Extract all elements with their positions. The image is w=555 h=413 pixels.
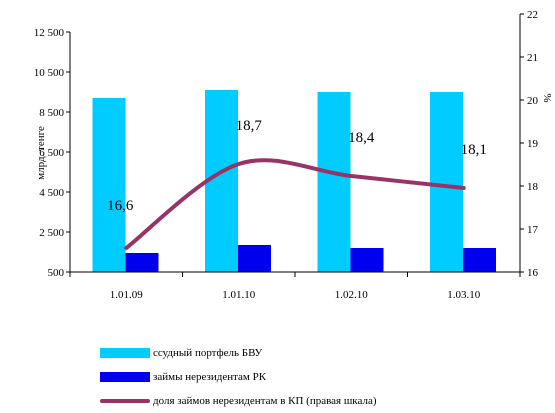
- y-tick-label: 500: [48, 267, 65, 279]
- legend-label-loan-portfolio: ссудный портфель БВУ: [153, 347, 263, 359]
- data-label-4: 18,1: [461, 142, 487, 158]
- y-tick-label: 4 500: [39, 187, 64, 199]
- bar-loan-portfolio-4: [430, 92, 463, 272]
- data-label-1: 16,6: [107, 198, 134, 214]
- y-right-tick-label: 20: [527, 95, 539, 107]
- y-right-tick-label: 17: [527, 224, 539, 236]
- y-tick-label: 8 500: [39, 107, 64, 119]
- data-label-2: 18,7: [236, 118, 263, 134]
- y-right-tick-label: 19: [527, 138, 539, 150]
- y-tick-label: 6 500: [39, 147, 64, 159]
- bar-nonresident-loans-2: [238, 245, 271, 272]
- x-tick-label: 1.01.10: [222, 289, 256, 301]
- bars-layer: [92, 90, 496, 272]
- series-line-share: [124, 158, 466, 250]
- x-tick-label: 1.01.09: [110, 289, 144, 301]
- y-axis-label: млрд. тенге: [35, 126, 47, 180]
- x-tick-label: 1.03.10: [447, 289, 481, 301]
- bar-nonresident-loans-1: [125, 253, 159, 272]
- legend-label-share-line: доля займов нерезидентам в КП (правая шк…: [153, 395, 377, 407]
- y-axis-right-label: %: [541, 93, 553, 102]
- y-right-tick-label: 18: [527, 181, 539, 193]
- y-tick-label: 10 500: [34, 67, 65, 79]
- y-tick-label: 12 500: [34, 27, 65, 39]
- bar-nonresident-loans-3: [350, 248, 384, 272]
- legend-swatch-nonresident-loans: [100, 372, 150, 382]
- legend-item-share-line: доля займов нерезидентам в КП (правая шк…: [100, 389, 540, 413]
- bar-loan-portfolio-3: [317, 92, 351, 272]
- y-tick-label: 2 500: [39, 227, 64, 239]
- bar-nonresident-loans-4: [463, 248, 496, 272]
- legend-item-loan-portfolio: ссудный портфель БВУ: [100, 341, 540, 365]
- legend-swatch-loan-portfolio: [100, 348, 150, 358]
- chart: 500 2 500 4 500 6 500 8 500 10 500 12 500 16 17 1…: [34, 9, 553, 301]
- legend-swatch-share-line: [100, 399, 150, 403]
- legend-item-nonresident-loans: займы нерезидентам РК: [100, 365, 540, 389]
- axes-layer: 500 2 500 4 500 6 500 8 500 10 500 12 500 16 17 1…: [34, 9, 539, 301]
- y-right-tick-label: 21: [527, 52, 538, 64]
- bar-loan-portfolio-2: [205, 90, 238, 272]
- x-tick-label: 1.02.10: [335, 289, 369, 301]
- y-right-tick-label: 22: [527, 9, 538, 21]
- data-label-3: 18,4: [348, 130, 375, 146]
- legend: ссудный портфель БВУ займы нерезидентам …: [100, 341, 540, 413]
- data-labels-layer: 16,6 18,7 18,4 18,1: [107, 118, 487, 214]
- y-right-tick-label: 16: [527, 267, 539, 279]
- bar-loan-portfolio-1: [92, 98, 126, 272]
- legend-label-nonresident-loans: займы нерезидентам РК: [153, 371, 267, 383]
